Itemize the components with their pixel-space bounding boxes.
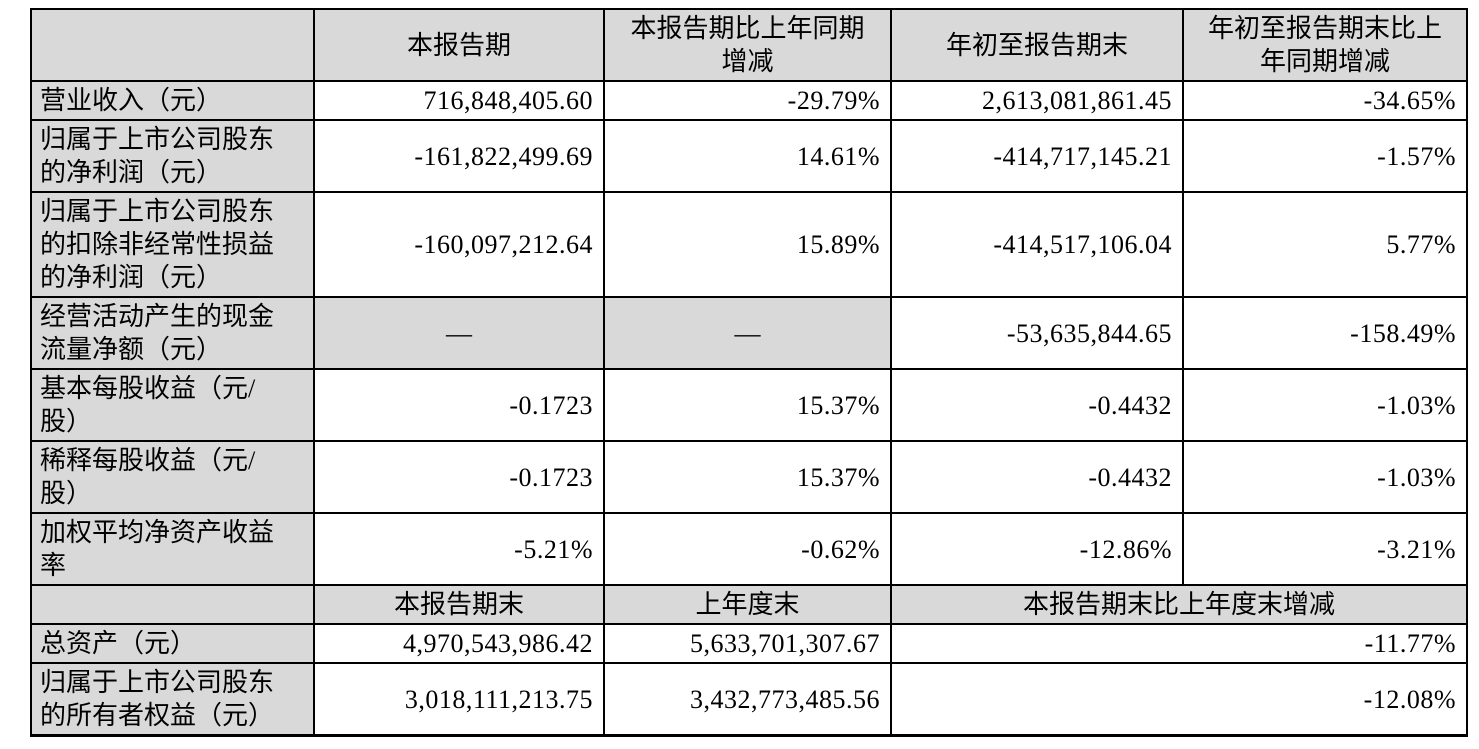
- value-cell: 2,613,081,861.45: [890, 80, 1184, 121]
- table-row: 归属于上市公司股东的扣除非经常性损益的净利润（元） -160,097,212.64…: [30, 191, 1468, 298]
- header-cell: 上年度末: [603, 584, 892, 625]
- table-row: 基本每股收益（元/股） -0.1723 15.37% -0.4432 -1.03%: [30, 368, 1468, 442]
- value-cell: -414,717,145.21: [890, 119, 1184, 193]
- row-label-cell: 稀释每股收益（元/股）: [30, 440, 315, 514]
- value-cell: 15.37%: [603, 440, 892, 514]
- value-cell: -1.03%: [1182, 440, 1468, 514]
- value-cell: 4,970,543,986.42: [313, 623, 605, 664]
- value-cell: -34.65%: [1182, 80, 1468, 121]
- table-row: 稀释每股收益（元/股） -0.1723 15.37% -0.4432 -1.03%: [30, 440, 1468, 514]
- financial-summary-table: 本报告期 本报告期比上年同期增减 年初至报告期末 年初至报告期末比上年同期增减 营业收入…: [30, 8, 1468, 737]
- row-label-cell: 经营活动产生的现金流量净额（元）: [30, 296, 315, 370]
- financial-table-body: 本报告期 本报告期比上年同期增减 年初至报告期末 年初至报告期末比上年同期增减 营业收入…: [30, 8, 1468, 737]
- row-label-cell: 基本每股收益（元/股）: [30, 368, 315, 442]
- row-label-cell: 总资产（元）: [30, 623, 315, 664]
- value-cell: -158.49%: [1182, 296, 1468, 370]
- empty-dash-cell: —: [603, 296, 892, 370]
- value-cell: 716,848,405.60: [313, 80, 605, 121]
- value-cell: -1.03%: [1182, 368, 1468, 442]
- value-cell: 15.37%: [603, 368, 892, 442]
- financial-report-page: 本报告期 本报告期比上年同期增减 年初至报告期末 年初至报告期末比上年同期增减 营业收入…: [0, 8, 1479, 737]
- header-cell: [30, 584, 315, 625]
- value-cell: -161,822,499.69: [313, 119, 605, 193]
- value-cell: -414,517,106.04: [890, 191, 1184, 298]
- table-row: 总资产（元） 4,970,543,986.42 5,633,701,307.67 -1…: [30, 623, 1468, 664]
- value-cell: 14.61%: [603, 119, 892, 193]
- row-label-cell: 加权平均净资产收益率: [30, 512, 315, 586]
- empty-dash-cell: —: [313, 296, 605, 370]
- value-cell: 5.77%: [1182, 191, 1468, 298]
- header-cell: 本报告期末: [313, 584, 605, 625]
- table-row: 本报告期末 上年度末 本报告期末比上年度末增减: [30, 584, 1468, 625]
- row-label-cell: 归属于上市公司股东的净利润（元）: [30, 119, 315, 193]
- value-cell: -0.4432: [890, 368, 1184, 442]
- table-row: 经营活动产生的现金流量净额（元） — — -53,635,844.65 -158.49%: [30, 296, 1468, 370]
- value-cell: -1.57%: [1182, 119, 1468, 193]
- value-cell: -0.62%: [603, 512, 892, 586]
- row-label-cell: 归属于上市公司股东的扣除非经常性损益的净利润（元）: [30, 191, 315, 298]
- header-cell: 本报告期比上年同期增减: [603, 8, 892, 82]
- header-cell: 年初至报告期末: [890, 8, 1184, 82]
- table-row: 加权平均净资产收益率 -5.21% -0.62% -12.86% -3.21%: [30, 512, 1468, 586]
- table-row: 本报告期 本报告期比上年同期增减 年初至报告期末 年初至报告期末比上年同期增减: [30, 8, 1468, 82]
- value-cell: 3,432,773,485.56: [603, 662, 892, 737]
- value-cell: -0.1723: [313, 440, 605, 514]
- value-cell: -160,097,212.64: [313, 191, 605, 298]
- value-cell: -5.21%: [313, 512, 605, 586]
- value-cell: -11.77%: [890, 623, 1468, 664]
- row-label-cell: 营业收入（元）: [30, 80, 315, 121]
- value-cell: 15.89%: [603, 191, 892, 298]
- table-row: 营业收入（元） 716,848,405.60 -29.79% 2,613,081,86…: [30, 80, 1468, 121]
- table-row: 归属于上市公司股东的所有者权益（元） 3,018,111,213.75 3,432,…: [30, 662, 1468, 737]
- value-cell: 3,018,111,213.75: [313, 662, 605, 737]
- row-label-cell: 归属于上市公司股东的所有者权益（元）: [30, 662, 315, 737]
- header-cell: [30, 8, 315, 82]
- table-row: 归属于上市公司股东的净利润（元） -161,822,499.69 14.61% -41…: [30, 119, 1468, 193]
- header-cell: 年初至报告期末比上年同期增减: [1182, 8, 1468, 82]
- value-cell: -53,635,844.65: [890, 296, 1184, 370]
- value-cell: -29.79%: [603, 80, 892, 121]
- value-cell: -0.1723: [313, 368, 605, 442]
- value-cell: -0.4432: [890, 440, 1184, 514]
- value-cell: -3.21%: [1182, 512, 1468, 586]
- value-cell: -12.08%: [890, 662, 1468, 737]
- header-cell: 本报告期: [313, 8, 605, 82]
- header-cell: 本报告期末比上年度末增减: [890, 584, 1468, 625]
- value-cell: -12.86%: [890, 512, 1184, 586]
- value-cell: 5,633,701,307.67: [603, 623, 892, 664]
